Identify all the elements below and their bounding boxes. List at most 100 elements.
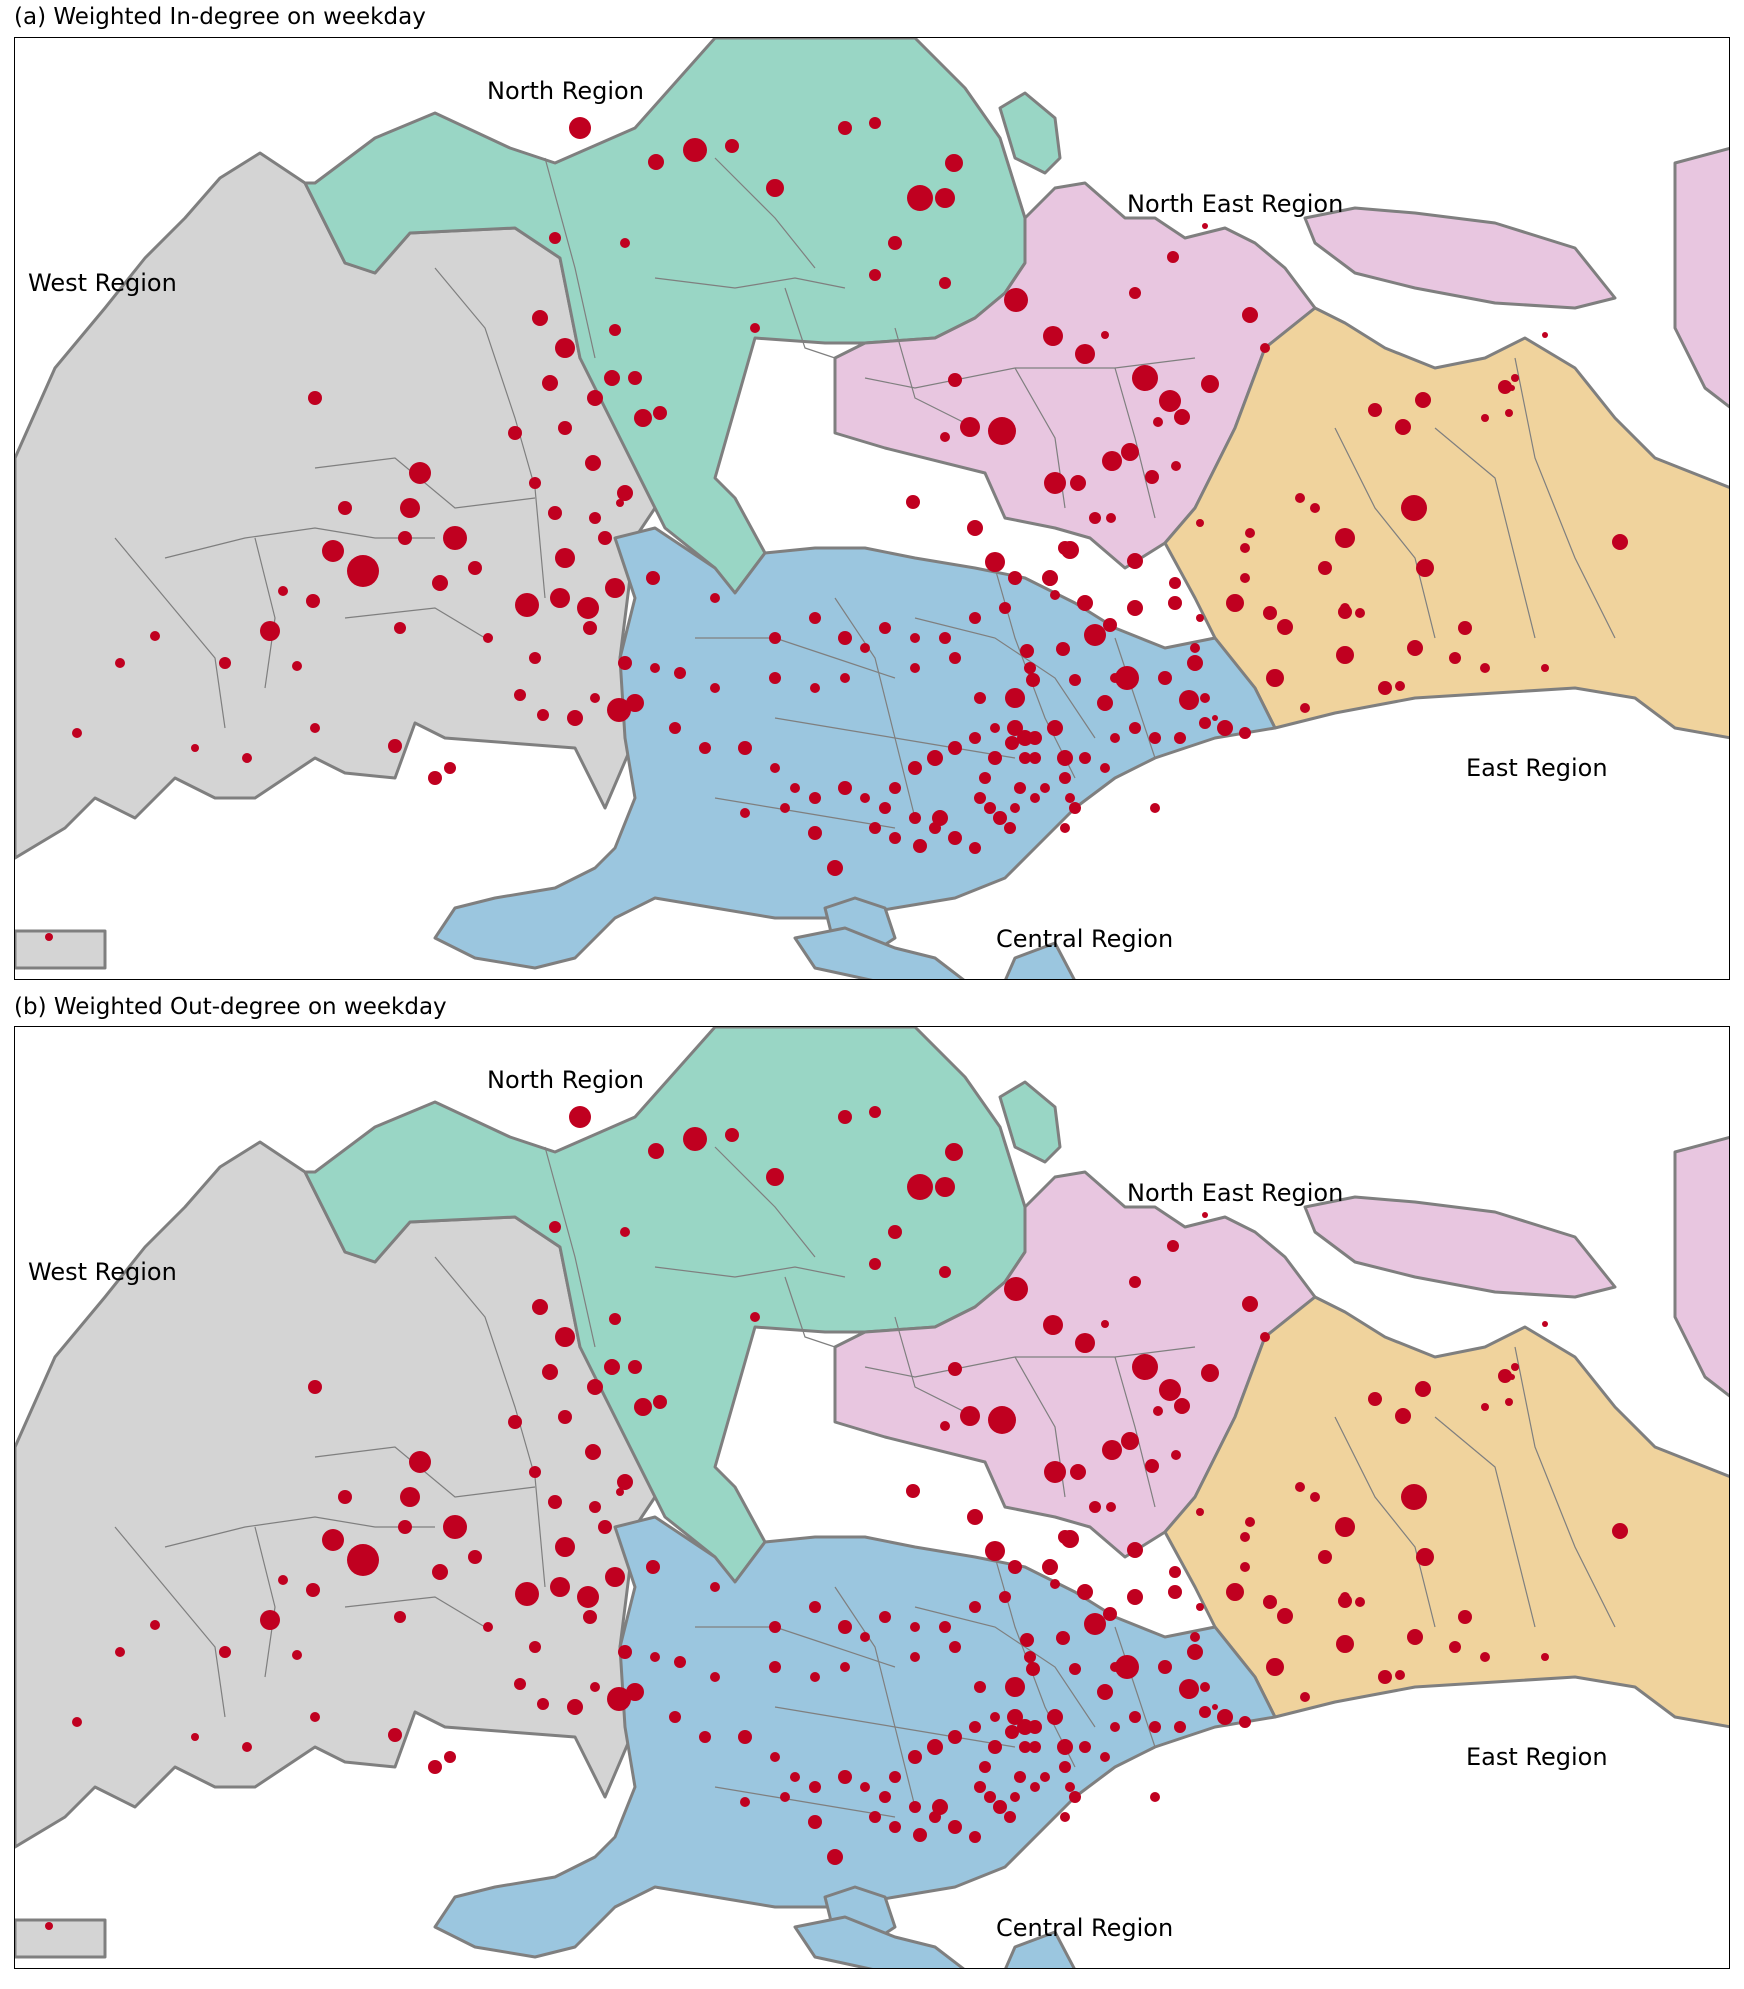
degree-bubble — [1057, 1739, 1073, 1755]
region-polygon-north-east — [833, 181, 1317, 570]
degree-bubble — [1509, 385, 1515, 391]
degree-bubble — [620, 1227, 630, 1237]
degree-bubble — [1004, 1277, 1028, 1301]
degree-bubble — [555, 548, 575, 568]
region-polygon-north-east — [1303, 1195, 1617, 1299]
degree-bubble — [1449, 1641, 1461, 1653]
region-label-north-east: North East Region — [1127, 1179, 1343, 1207]
degree-bubble — [1069, 802, 1081, 814]
degree-bubble — [1028, 1720, 1042, 1734]
degree-bubble — [444, 762, 456, 774]
region-polygon-north — [998, 91, 1062, 175]
degree-bubble — [555, 338, 575, 358]
degree-bubble — [45, 1922, 53, 1930]
degree-bubble — [1336, 646, 1354, 664]
degree-bubble — [1030, 793, 1040, 803]
degree-bubble — [999, 1591, 1011, 1603]
degree-bubble — [932, 1799, 948, 1815]
degree-bubble — [1217, 720, 1233, 736]
degree-bubble — [1017, 1719, 1033, 1735]
degree-bubble — [1240, 1562, 1250, 1572]
degree-bubble — [1245, 528, 1255, 538]
subzone-boundary — [164, 527, 435, 559]
degree-bubble — [750, 323, 760, 333]
region-polygon-north-east — [1303, 206, 1617, 310]
degree-bubble — [529, 652, 541, 664]
degree-bubble — [988, 417, 1016, 445]
degree-bubble — [838, 1770, 852, 1784]
degree-bubble — [1005, 1677, 1025, 1697]
degree-bubble — [558, 421, 572, 435]
degree-bubble — [310, 1712, 320, 1722]
degree-bubble — [967, 1509, 983, 1525]
degree-bubble — [948, 1820, 962, 1834]
degree-bubble — [1318, 561, 1332, 575]
degree-bubble — [1010, 803, 1020, 813]
degree-bubble — [1355, 608, 1365, 618]
region-polygon-north — [303, 1027, 1027, 1584]
degree-bubble — [1310, 1492, 1320, 1502]
degree-bubble — [1277, 619, 1293, 635]
degree-bubble — [860, 1632, 870, 1642]
subzone-boundary — [254, 1526, 276, 1678]
degree-bubble — [1132, 1354, 1158, 1380]
degree-bubble — [1335, 1517, 1355, 1537]
degree-bubble — [725, 1128, 739, 1142]
region-label-central: Central Region — [996, 925, 1173, 953]
degree-bubble — [1026, 1662, 1040, 1676]
degree-bubble — [1266, 1658, 1284, 1676]
degree-bubble — [1212, 1704, 1218, 1710]
degree-bubble — [769, 1621, 781, 1633]
degree-bubble — [939, 632, 951, 644]
degree-bubble — [616, 499, 624, 507]
region-polygon-north-east — [833, 1170, 1317, 1559]
degree-bubble — [888, 1225, 902, 1239]
region-polygon-central — [433, 526, 1277, 970]
degree-bubble — [278, 586, 288, 596]
degree-bubble — [869, 1106, 881, 1118]
degree-bubble — [860, 1782, 870, 1792]
degree-bubble — [605, 578, 625, 598]
degree-bubble — [1077, 595, 1093, 611]
subzone-boundary — [314, 1446, 536, 1498]
degree-bubble — [860, 793, 870, 803]
degree-bubble — [990, 723, 1000, 733]
degree-bubble — [1240, 1532, 1250, 1542]
degree-bubble — [1481, 414, 1489, 422]
degree-bubble — [710, 593, 720, 603]
degree-bubble — [1019, 1741, 1031, 1753]
degree-bubble — [400, 498, 420, 518]
degree-bubble — [766, 179, 784, 197]
degree-bubble — [616, 1488, 624, 1496]
degree-bubble — [969, 842, 981, 854]
degree-bubble — [1079, 1741, 1091, 1753]
degree-bubble — [1239, 1716, 1251, 1728]
subzone-boundary — [714, 1146, 816, 1258]
degree-bubble — [1368, 403, 1382, 417]
degree-bubble — [508, 1415, 522, 1429]
degree-bubble — [790, 783, 800, 793]
degree-bubble — [617, 485, 633, 501]
degree-bubble — [529, 1466, 541, 1478]
subzone-boundary — [784, 287, 836, 359]
degree-bubble — [432, 1564, 448, 1580]
degree-bubble — [609, 1313, 621, 1325]
degree-bubble — [1132, 365, 1158, 391]
degree-bubble — [683, 1127, 707, 1151]
degree-bubble — [150, 631, 160, 641]
region-polygon-central — [1004, 941, 1076, 979]
degree-bubble — [583, 1610, 597, 1624]
degree-bubble — [1101, 331, 1109, 339]
degree-bubble — [443, 526, 467, 550]
degree-bubble — [935, 188, 955, 208]
degree-bubble — [537, 1698, 549, 1710]
degree-bubble — [766, 1168, 784, 1186]
degree-bubble — [1340, 1592, 1350, 1602]
degree-bubble — [945, 1143, 963, 1161]
degree-bubble — [617, 1474, 633, 1490]
degree-bubble — [1200, 1682, 1210, 1692]
degree-bubble — [969, 1601, 981, 1613]
degree-bubble — [674, 667, 686, 679]
degree-bubble — [1415, 1381, 1431, 1397]
degree-bubble — [634, 409, 652, 427]
